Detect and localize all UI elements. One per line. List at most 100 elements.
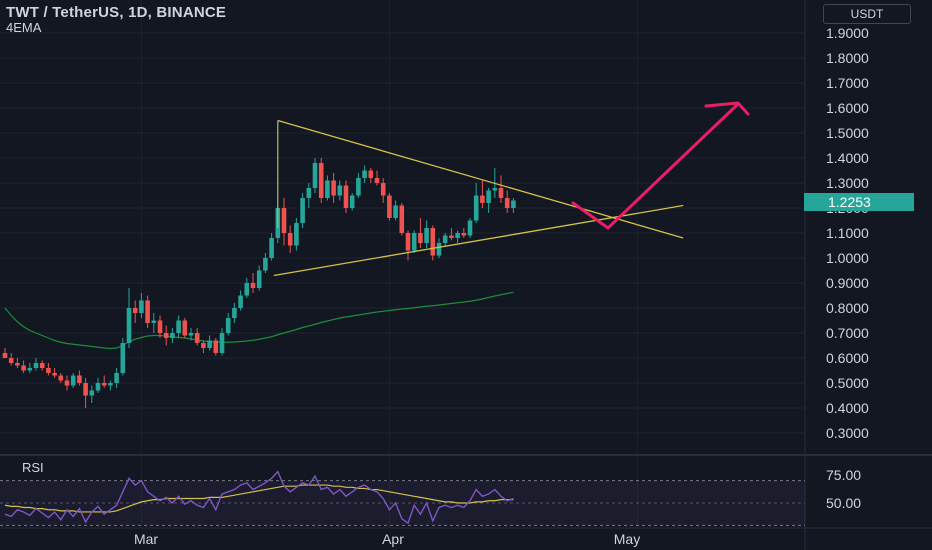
candle-body [27, 368, 33, 371]
candle-body [380, 183, 386, 196]
candle-body [219, 333, 225, 353]
candle-body [33, 363, 39, 368]
price-tick-label: 1.8000 [826, 50, 869, 66]
candle-body [442, 235, 448, 243]
price-axis[interactable]: 1.9000 1.8000 1.7000 1.6000 1.5000 1.4000 1.30… [826, 25, 869, 511]
candle-body [492, 188, 498, 191]
candle-body [449, 235, 454, 238]
price-tick-label: 1.6000 [826, 100, 869, 116]
candle-body [108, 383, 113, 386]
candle-body [46, 368, 51, 373]
candle-body [393, 205, 398, 218]
price-tick-label: 0.7000 [826, 325, 869, 341]
candle-body [89, 390, 95, 396]
price-tick-label: 1.1000 [826, 225, 869, 241]
candle-body [145, 300, 150, 323]
ema-series-line [4, 291, 514, 350]
candle-body [411, 233, 417, 251]
candle-body [58, 375, 64, 381]
candle-body [170, 333, 175, 338]
candle-body [188, 333, 194, 336]
candle-body [39, 363, 45, 368]
candle-body [436, 243, 442, 256]
candle-body [504, 198, 510, 208]
candle-body [95, 383, 101, 391]
candle-body [213, 340, 219, 353]
rsi-title: RSI [22, 460, 44, 475]
candle-body [287, 233, 293, 246]
currency-selector[interactable]: USDT [823, 4, 911, 24]
triangle-lower-trendline [273, 204, 684, 277]
time-tick-label: Apr [382, 531, 404, 547]
projection-path [571, 102, 740, 230]
time-tick-label: May [614, 531, 640, 547]
candle-body [52, 373, 57, 376]
price-tick-label: 1.3000 [826, 175, 869, 191]
candles [2, 120, 516, 408]
candle-body [374, 178, 380, 183]
rsi-tick-label: 75.00 [826, 467, 861, 483]
price-tick-label: 1.9000 [826, 25, 869, 41]
candle-body [8, 358, 14, 363]
candle-body [480, 195, 485, 203]
projection-arrowhead [704, 101, 750, 116]
candle-body [263, 258, 268, 271]
candle-body [77, 375, 82, 383]
rsi-line [4, 470, 514, 525]
price-tick-label: 1.5000 [826, 125, 869, 141]
triangle-upper-trendline [277, 119, 684, 239]
price-tick-label: 0.5000 [826, 375, 869, 391]
symbol-title: TWT / TetherUS, 1D, BINANCE [6, 4, 227, 21]
price-tick-label: 0.3000 [826, 425, 869, 441]
candle-body [256, 270, 262, 288]
price-tick-label: 0.6000 [826, 350, 869, 366]
candle-body [269, 238, 274, 258]
candle-body [157, 320, 163, 333]
candle-body [120, 343, 126, 373]
candle-body [362, 170, 367, 178]
candle-body [250, 283, 256, 288]
time-tick-label: Mar [134, 531, 158, 547]
candle-body [331, 180, 336, 196]
candle-body [424, 228, 429, 243]
price-tick-label: 1.7000 [826, 75, 869, 91]
price-tick-label: 1.0000 [826, 250, 869, 266]
candle-body [325, 180, 330, 198]
candle-body [343, 185, 349, 208]
candle-body [467, 220, 473, 236]
candle-body [294, 223, 299, 246]
candle-body [418, 233, 423, 243]
candle-body [306, 188, 312, 198]
time-axis[interactable]: Mar Apr May [134, 531, 640, 547]
candle-body [368, 170, 374, 178]
candle-body [139, 300, 144, 313]
candle-body [225, 318, 231, 333]
candle-body [232, 308, 237, 318]
candle-body [15, 363, 20, 366]
candle-body [207, 340, 212, 348]
candle-body [64, 380, 70, 386]
candle-body [70, 375, 76, 386]
candle-body [83, 383, 88, 396]
price-tick-label: 0.9000 [826, 275, 869, 291]
candle-body [2, 353, 8, 358]
drawings[interactable] [273, 101, 750, 277]
candle-body [312, 163, 318, 188]
candle-body [132, 308, 138, 313]
price-tick-label: 0.4000 [826, 400, 869, 416]
candle-body [356, 178, 361, 196]
candle-body [405, 233, 411, 251]
candle-body [486, 190, 491, 203]
candle-body [281, 208, 287, 233]
candle-body [176, 320, 181, 333]
candle-body [114, 373, 119, 383]
candle-body [337, 185, 343, 196]
candle-body [238, 295, 243, 308]
candle-body [101, 383, 107, 386]
last-price-tag: 1.2253 [804, 193, 914, 211]
candle-body [511, 200, 516, 208]
ema-line [4, 291, 514, 350]
candle-body [498, 188, 504, 198]
